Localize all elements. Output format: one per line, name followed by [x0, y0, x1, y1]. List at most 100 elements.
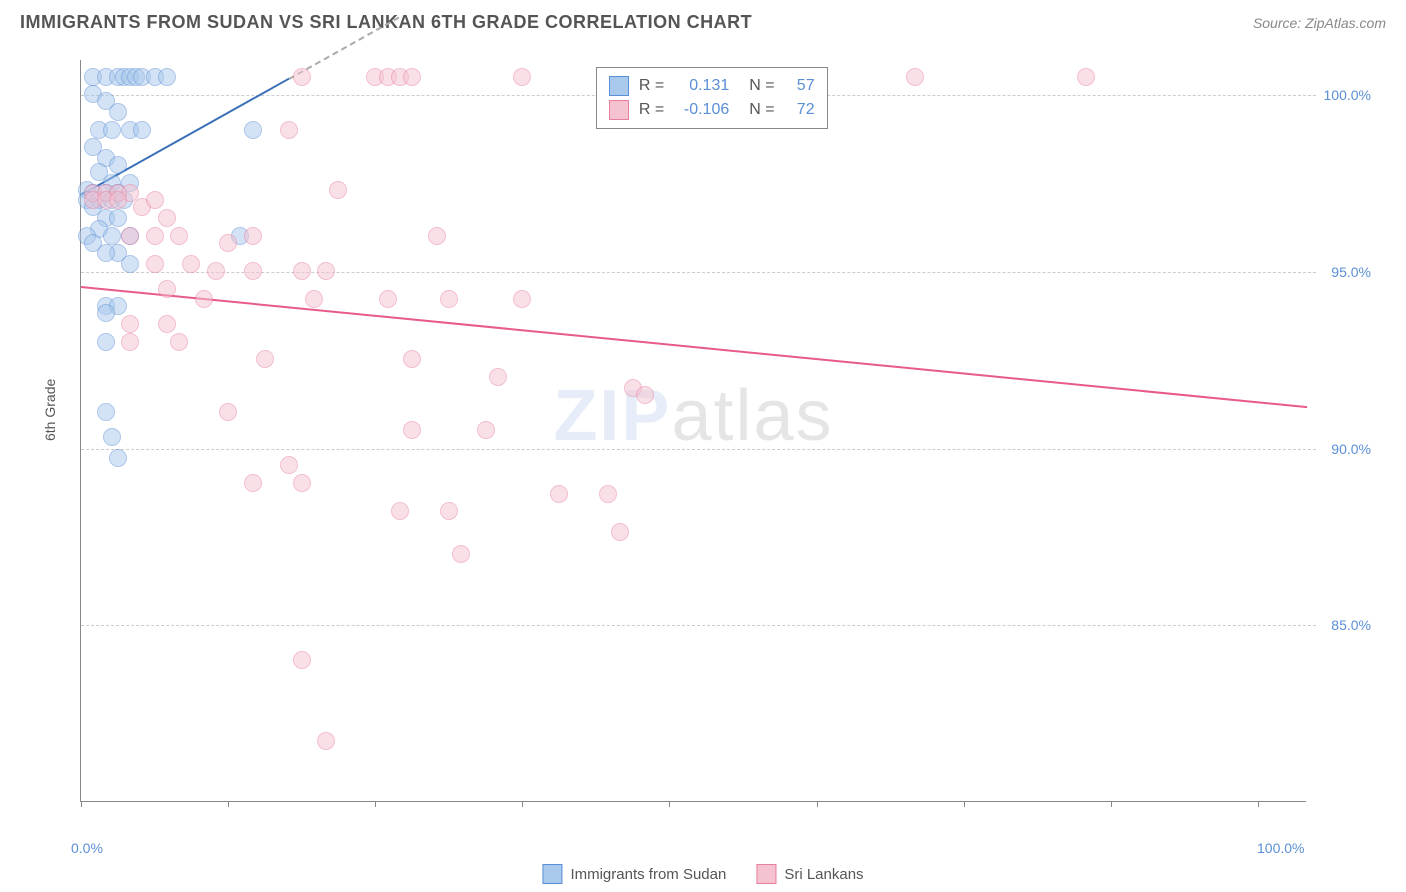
data-point — [121, 227, 139, 245]
data-point — [329, 181, 347, 199]
legend-label: Sri Lankans — [784, 866, 863, 883]
data-point — [109, 449, 127, 467]
data-point — [158, 315, 176, 333]
data-point — [146, 191, 164, 209]
data-point — [207, 262, 225, 280]
data-point — [636, 386, 654, 404]
x-tick — [669, 801, 670, 807]
data-point — [109, 191, 127, 209]
data-point — [97, 333, 115, 351]
data-point — [477, 421, 495, 439]
data-point — [182, 255, 200, 273]
data-point — [403, 421, 421, 439]
data-point — [244, 474, 262, 492]
n-label: N = — [749, 77, 774, 95]
watermark-zip: ZIP — [553, 376, 671, 456]
data-point — [513, 68, 531, 86]
n-value: 72 — [785, 101, 815, 119]
r-label: R = — [639, 77, 664, 95]
gridline — [81, 272, 1316, 273]
chart-source: Source: ZipAtlas.com — [1253, 15, 1386, 31]
gridline — [81, 625, 1316, 626]
legend-stats-row: R = 0.131 N = 57 — [609, 74, 815, 98]
x-tick — [817, 801, 818, 807]
data-point — [146, 227, 164, 245]
data-point — [293, 474, 311, 492]
watermark: ZIPatlas — [553, 375, 833, 457]
data-point — [906, 68, 924, 86]
data-point — [452, 545, 470, 563]
y-tick-label: 100.0% — [1324, 87, 1371, 103]
data-point — [550, 485, 568, 503]
r-value: 0.131 — [674, 77, 729, 95]
data-point — [97, 244, 115, 262]
data-point — [121, 333, 139, 351]
n-value: 57 — [785, 77, 815, 95]
x-tick — [1258, 801, 1259, 807]
data-point — [428, 227, 446, 245]
x-tick — [228, 801, 229, 807]
x-tick-label: 100.0% — [1257, 840, 1304, 856]
data-point — [121, 255, 139, 273]
r-label: R = — [639, 101, 664, 119]
data-point — [109, 103, 127, 121]
data-point — [280, 121, 298, 139]
chart-container: 6th Grade ZIPatlas 85.0%90.0%95.0%100.0%… — [50, 50, 1376, 832]
data-point — [611, 523, 629, 541]
data-point — [403, 68, 421, 86]
data-point — [440, 502, 458, 520]
data-point — [489, 368, 507, 386]
data-point — [170, 227, 188, 245]
x-tick-label: 0.0% — [71, 840, 103, 856]
data-point — [103, 227, 121, 245]
chart-header: IMMIGRANTS FROM SUDAN VS SRI LANKAN 6TH … — [0, 0, 1406, 41]
legend-label: Immigrants from Sudan — [570, 866, 726, 883]
data-point — [97, 403, 115, 421]
data-point — [280, 456, 298, 474]
data-point — [103, 428, 121, 446]
y-axis-label: 6th Grade — [42, 379, 58, 441]
data-point — [599, 485, 617, 503]
data-point — [244, 121, 262, 139]
x-tick — [1111, 801, 1112, 807]
y-tick-label: 85.0% — [1331, 617, 1371, 633]
legend-swatch — [542, 864, 562, 884]
data-point — [170, 333, 188, 351]
gridline — [81, 449, 1316, 450]
x-tick — [964, 801, 965, 807]
legend-item: Sri Lankans — [756, 864, 863, 884]
data-point — [244, 262, 262, 280]
legend-swatch — [609, 76, 629, 96]
data-point — [305, 290, 323, 308]
y-tick-label: 95.0% — [1331, 264, 1371, 280]
x-tick — [81, 801, 82, 807]
data-point — [158, 280, 176, 298]
data-point — [158, 68, 176, 86]
data-point — [103, 121, 121, 139]
legend-bottom: Immigrants from Sudan Sri Lankans — [542, 864, 863, 884]
data-point — [133, 121, 151, 139]
data-point — [158, 209, 176, 227]
data-point — [244, 227, 262, 245]
legend-stats-row: R = -0.106 N = 72 — [609, 98, 815, 122]
legend-stats: R = 0.131 N = 57 R = -0.106 N = 72 — [596, 67, 828, 129]
legend-swatch — [609, 100, 629, 120]
legend-item: Immigrants from Sudan — [542, 864, 726, 884]
watermark-atlas: atlas — [671, 376, 833, 456]
data-point — [379, 290, 397, 308]
x-tick — [522, 801, 523, 807]
data-point — [293, 651, 311, 669]
plot-area: ZIPatlas 85.0%90.0%95.0%100.0%0.0%100.0%… — [80, 60, 1306, 802]
y-tick-label: 90.0% — [1331, 441, 1371, 457]
data-point — [256, 350, 274, 368]
data-point — [391, 502, 409, 520]
r-value: -0.106 — [674, 101, 729, 119]
trend-line — [81, 286, 1307, 408]
data-point — [97, 304, 115, 322]
data-point — [317, 262, 335, 280]
data-point — [195, 290, 213, 308]
data-point — [440, 290, 458, 308]
data-point — [513, 290, 531, 308]
data-point — [1077, 68, 1095, 86]
n-label: N = — [749, 101, 774, 119]
